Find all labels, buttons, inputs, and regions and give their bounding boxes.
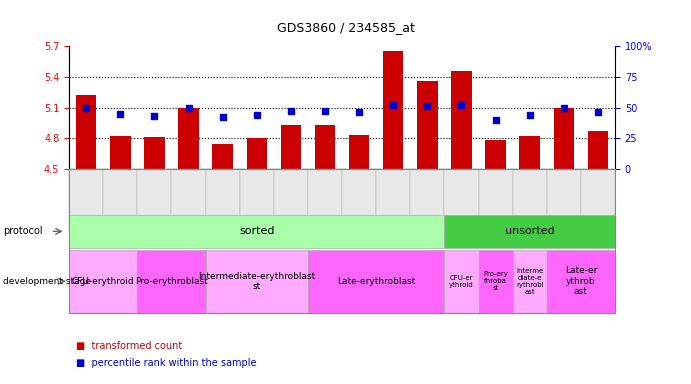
Text: Interme
diate-e
rythrobl
ast: Interme diate-e rythrobl ast [516, 268, 544, 295]
Text: GDS3860 / 234585_at: GDS3860 / 234585_at [276, 21, 415, 34]
Text: Intermediate-erythroblast
st: Intermediate-erythroblast st [198, 271, 315, 291]
Bar [349, 135, 369, 169]
Text: Pro-ery
throba
st: Pro-ery throba st [483, 271, 508, 291]
Bar [281, 125, 301, 169]
Bar [144, 137, 164, 169]
Text: development stage: development stage [3, 277, 91, 286]
Text: Late-erythroblast: Late-erythroblast [337, 277, 415, 286]
Text: sorted: sorted [239, 226, 274, 237]
Bar [587, 131, 608, 169]
Bar [110, 136, 131, 169]
Text: CFU-erythroid: CFU-erythroid [72, 277, 135, 286]
Text: unsorted: unsorted [505, 226, 555, 237]
Text: Pro-erythroblast: Pro-erythroblast [135, 277, 208, 286]
Text: ■  transformed count: ■ transformed count [76, 341, 182, 351]
Bar [485, 140, 506, 169]
Bar [212, 144, 233, 169]
Bar [76, 95, 96, 169]
Text: ■  percentile rank within the sample: ■ percentile rank within the sample [76, 358, 256, 368]
Bar [451, 71, 472, 169]
Bar [178, 108, 199, 169]
Text: CFU-er
ythroid: CFU-er ythroid [449, 275, 474, 288]
Bar [553, 108, 574, 169]
Text: Late-er
ythrob
ast: Late-er ythrob ast [565, 266, 597, 296]
Bar [314, 125, 335, 169]
Text: protocol: protocol [3, 226, 43, 237]
Bar [520, 136, 540, 169]
Bar [417, 81, 437, 169]
Bar [383, 51, 404, 169]
Bar [247, 138, 267, 169]
